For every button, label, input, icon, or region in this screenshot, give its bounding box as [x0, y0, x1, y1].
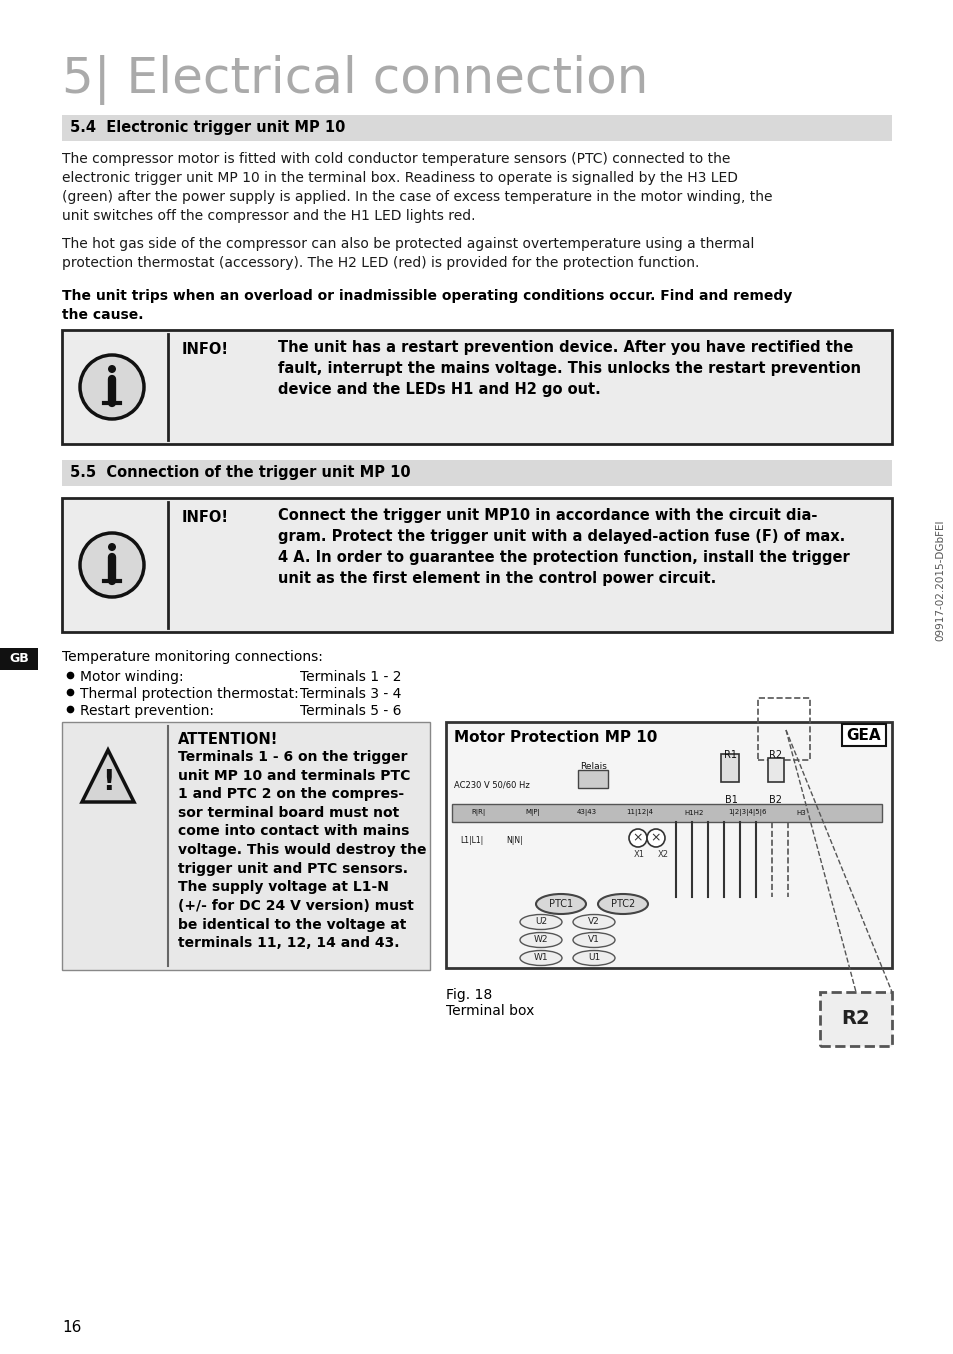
Text: Motor Protection MP 10: Motor Protection MP 10 [454, 730, 657, 745]
Text: N|N|: N|N| [505, 835, 522, 845]
Text: V1: V1 [587, 936, 599, 945]
Text: The unit has a restart prevention device. After you have rectified the
fault, in: The unit has a restart prevention device… [277, 340, 861, 397]
FancyBboxPatch shape [820, 992, 891, 1047]
Circle shape [80, 533, 144, 597]
Ellipse shape [519, 951, 561, 965]
Text: Terminals 1 - 2: Terminals 1 - 2 [299, 670, 401, 684]
FancyBboxPatch shape [62, 498, 891, 632]
Text: 5| Electrical connection: 5| Electrical connection [62, 56, 648, 106]
Text: W2: W2 [533, 936, 548, 945]
Text: 11|12|4: 11|12|4 [626, 810, 653, 816]
Text: R|R|: R|R| [471, 810, 485, 816]
Text: PTC2: PTC2 [610, 899, 635, 909]
Circle shape [646, 829, 664, 848]
Ellipse shape [573, 914, 615, 929]
Ellipse shape [519, 914, 561, 929]
Text: 09917-02.2015-DGbFEI: 09917-02.2015-DGbFEI [934, 519, 944, 640]
FancyBboxPatch shape [452, 804, 882, 822]
Text: 1|2|3|4|5|6: 1|2|3|4|5|6 [727, 810, 766, 816]
Text: Thermal protection thermostat:: Thermal protection thermostat: [80, 686, 298, 701]
Text: H1H2: H1H2 [683, 810, 702, 816]
FancyBboxPatch shape [578, 770, 607, 788]
Text: GEA: GEA [846, 727, 881, 742]
Text: L1|L1|: L1|L1| [459, 835, 483, 845]
Text: 5.4  Electronic trigger unit MP 10: 5.4 Electronic trigger unit MP 10 [70, 121, 345, 135]
Text: R2: R2 [841, 1010, 869, 1029]
Text: B2: B2 [769, 795, 781, 806]
Text: Terminals 5 - 6: Terminals 5 - 6 [299, 704, 401, 718]
Text: PTC1: PTC1 [548, 899, 573, 909]
Text: ×: × [650, 831, 660, 845]
Text: The hot gas side of the compressor can also be protected against overtemperature: The hot gas side of the compressor can a… [62, 237, 754, 269]
Text: Restart prevention:: Restart prevention: [80, 704, 213, 718]
Text: ATTENTION!: ATTENTION! [178, 733, 278, 747]
Text: M|P|: M|P| [525, 810, 539, 816]
Ellipse shape [598, 894, 647, 914]
FancyBboxPatch shape [0, 649, 38, 670]
Text: U1: U1 [587, 953, 599, 963]
Text: Fig. 18
Terminal box: Fig. 18 Terminal box [446, 988, 534, 1018]
Text: Temperature monitoring connections:: Temperature monitoring connections: [62, 650, 322, 663]
Text: INFO!: INFO! [182, 510, 229, 525]
Text: Relais: Relais [580, 762, 607, 770]
Ellipse shape [536, 894, 585, 914]
Text: 43|43: 43|43 [576, 810, 596, 816]
Ellipse shape [573, 951, 615, 965]
Text: H3: H3 [796, 810, 805, 816]
Circle shape [628, 829, 646, 848]
Text: U2: U2 [535, 918, 546, 926]
Ellipse shape [519, 933, 561, 948]
FancyBboxPatch shape [62, 115, 891, 141]
Ellipse shape [573, 933, 615, 948]
Text: R2: R2 [769, 750, 781, 760]
Text: B1: B1 [723, 795, 737, 806]
Polygon shape [82, 750, 133, 802]
FancyBboxPatch shape [446, 722, 891, 968]
Text: X2: X2 [658, 850, 668, 858]
FancyBboxPatch shape [841, 724, 885, 746]
Circle shape [108, 543, 116, 551]
Text: R1: R1 [723, 750, 737, 760]
Text: X1: X1 [634, 850, 644, 858]
Text: 5.5  Connection of the trigger unit MP 10: 5.5 Connection of the trigger unit MP 10 [70, 464, 410, 481]
Circle shape [80, 355, 144, 418]
Text: The compressor motor is fitted with cold conductor temperature sensors (PTC) con: The compressor motor is fitted with cold… [62, 152, 772, 223]
Text: !: ! [102, 768, 114, 796]
Text: Terminals 1 - 6 on the trigger
unit MP 10 and terminals PTC
1 and PTC 2 on the c: Terminals 1 - 6 on the trigger unit MP 1… [178, 750, 426, 951]
Text: GB: GB [10, 653, 29, 666]
Text: INFO!: INFO! [182, 343, 229, 357]
Text: Motor winding:: Motor winding: [80, 670, 183, 684]
Text: AC230 V 50/60 Hz: AC230 V 50/60 Hz [454, 780, 529, 789]
Text: Connect the trigger unit MP10 in accordance with the circuit dia-
gram. Protect : Connect the trigger unit MP10 in accorda… [277, 508, 849, 586]
FancyBboxPatch shape [720, 754, 739, 783]
Text: 16: 16 [62, 1320, 81, 1335]
FancyBboxPatch shape [62, 330, 891, 444]
FancyBboxPatch shape [62, 460, 891, 486]
Text: Terminals 3 - 4: Terminals 3 - 4 [299, 686, 401, 701]
FancyBboxPatch shape [767, 758, 783, 783]
FancyBboxPatch shape [62, 722, 430, 969]
Text: ×: × [632, 831, 642, 845]
Text: V2: V2 [587, 918, 599, 926]
Text: W1: W1 [533, 953, 548, 963]
Text: The unit trips when an overload or inadmissible operating conditions occur. Find: The unit trips when an overload or inadm… [62, 288, 791, 322]
Circle shape [108, 366, 116, 372]
